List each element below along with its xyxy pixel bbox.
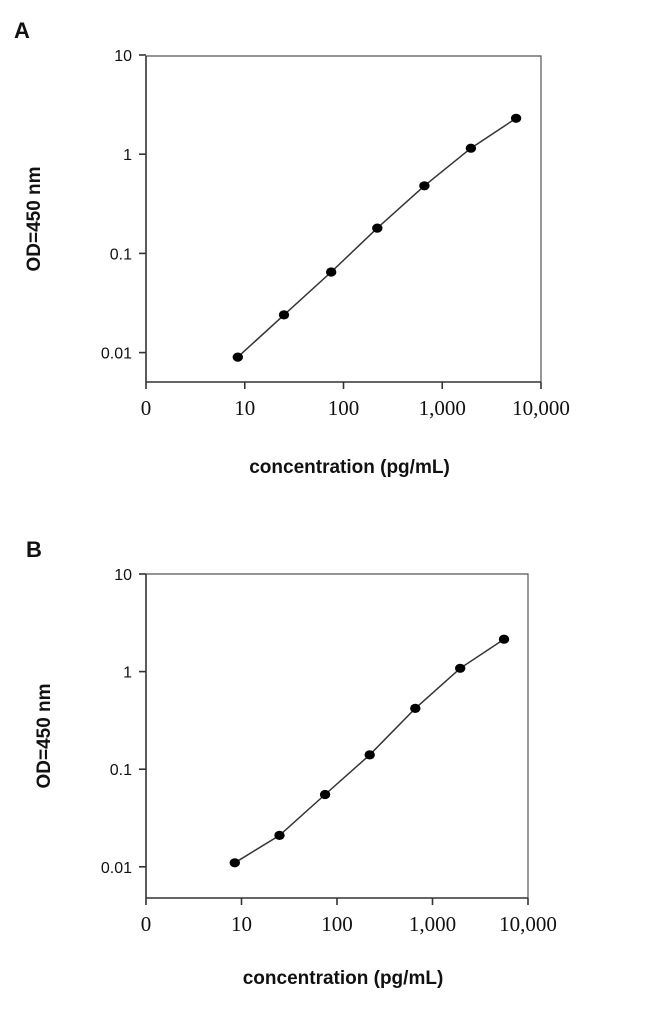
data-point xyxy=(274,830,285,841)
data-point xyxy=(232,352,243,362)
x-tick-label: 10 xyxy=(231,912,252,936)
series-line xyxy=(237,117,517,358)
plot-frame xyxy=(146,55,542,382)
y-axis-label: OD=450 nm xyxy=(24,166,45,271)
data-point xyxy=(465,143,477,153)
data-point xyxy=(278,310,290,320)
plot-frame xyxy=(146,573,529,898)
panel-label: B xyxy=(26,537,42,562)
data-point xyxy=(410,703,421,714)
data-point xyxy=(229,858,240,868)
x-tick-label: 10 xyxy=(234,396,255,420)
x-tick-label: 0 xyxy=(141,396,152,420)
panel-label: A xyxy=(14,18,30,43)
x-tick-label: 1,000 xyxy=(409,912,456,936)
x-tick-label: 10,000 xyxy=(499,912,557,936)
y-tick-label: 0.01 xyxy=(101,346,132,363)
x-axis-label: concentration (pg/mL) xyxy=(243,968,444,989)
y-tick-label: 1 xyxy=(123,147,132,164)
x-tick-label: 1,000 xyxy=(419,396,466,420)
x-tick-label: 10,000 xyxy=(512,396,570,420)
data-point xyxy=(419,181,430,191)
x-tick-label: 0 xyxy=(141,912,152,936)
data-point xyxy=(510,113,522,123)
data-point xyxy=(455,663,466,673)
data-point xyxy=(319,789,331,800)
x-tick-label: 100 xyxy=(328,396,360,420)
y-tick-label: 10 xyxy=(114,567,132,584)
y-axis-label: OD=450 nm xyxy=(34,683,55,788)
y-tick-label: 1 xyxy=(123,665,132,682)
data-point xyxy=(498,634,510,644)
x-axis-label: concentration (pg/mL) xyxy=(249,457,450,478)
x-tick-label: 100 xyxy=(321,912,353,936)
y-tick-label: 0.01 xyxy=(101,860,132,877)
y-tick-label: 10 xyxy=(114,48,132,65)
data-point xyxy=(326,267,337,277)
data-point xyxy=(364,750,375,760)
data-point xyxy=(372,223,383,233)
y-tick-label: 0.1 xyxy=(110,246,132,263)
y-tick-label: 0.1 xyxy=(110,762,132,779)
